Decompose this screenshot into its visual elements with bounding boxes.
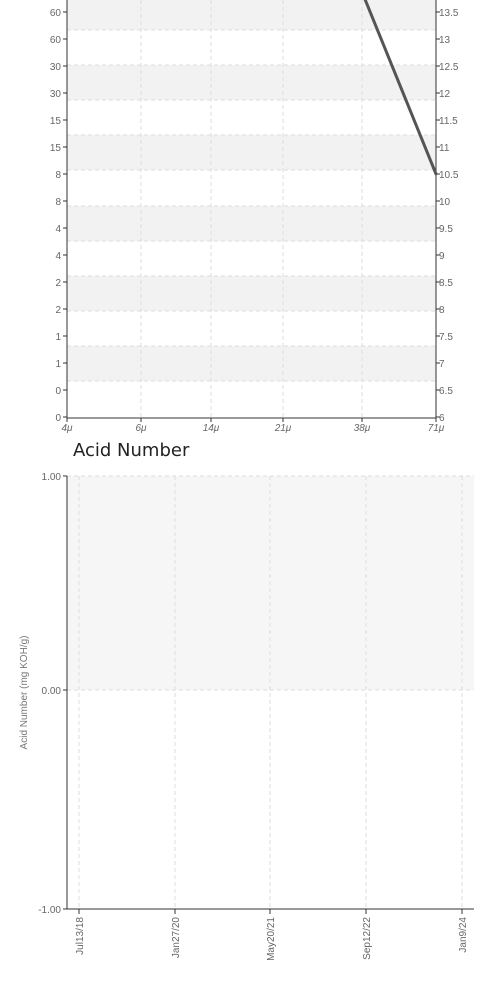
chart1-right-tick-label: 7.5 <box>439 332 453 343</box>
chart1-right-tick-label: 11 <box>439 143 450 154</box>
chart1-right-tick-label: 12.5 <box>439 62 459 73</box>
chart1-right-tick-label: 8.5 <box>439 278 453 289</box>
chart1-left-tick-label: 1 <box>55 359 61 370</box>
chart2-y-tick-label: 1.00 <box>42 472 62 483</box>
chart1-right-tick-label: 10.5 <box>439 170 459 181</box>
chart1-series-line <box>363 0 438 176</box>
chart1-right-tick-label: 7 <box>439 359 445 370</box>
chart1-left-tick-label: 30 <box>50 89 62 100</box>
chart2-y-tick-label: 0.00 <box>42 686 62 697</box>
chart1-left-tick-label: 15 <box>50 143 62 154</box>
chart1-band <box>67 206 436 241</box>
chart1-x-tick-label: 14μ <box>203 423 220 434</box>
acid-number-y-axis-title: Acid Number (mg KOH/g) <box>19 636 30 750</box>
chart1-right-tick-label: 10 <box>439 197 451 208</box>
chart2-x-tick-label: May20/21 <box>266 917 277 961</box>
chart1-left-tick-label: 0 <box>55 413 61 424</box>
chart1-series <box>363 0 438 176</box>
chart1-x-tick-label: 21μ <box>274 423 292 434</box>
chart2-x-tick-label: Sep12/22 <box>362 917 373 960</box>
chart1-x-tick-label: 6μ <box>135 423 147 434</box>
chart1-labels: 606030301515884422110013.51312.51211.511… <box>50 8 459 434</box>
chart1-band <box>67 276 436 311</box>
chart1-right-tick-label: 8 <box>439 305 445 316</box>
particle-count-chart: 606030301515884422110013.51312.51211.511… <box>50 0 459 434</box>
chart2-x-tick-label: Jan27/20 <box>171 917 182 959</box>
chart1-band <box>67 346 436 381</box>
chart1-x-tick-label: 38μ <box>354 423 371 434</box>
chart1-right-tick-label: 13.5 <box>439 8 459 19</box>
chart2-labels: 1.00 0.00 -1.00 Jul13/18 Jan27/20 May20/21 Sep… <box>38 472 469 961</box>
chart1-right-tick-label: 9 <box>439 251 445 262</box>
chart1-left-tick-label: 8 <box>55 170 61 181</box>
chart1-left-tick-label: 15 <box>50 116 62 127</box>
chart1-left-tick-label: 60 <box>50 8 62 19</box>
chart1-right-tick-label: 9.5 <box>439 224 453 235</box>
chart2-y-tick-label: -1.00 <box>38 905 61 916</box>
chart1-left-tick-label: 1 <box>55 332 61 343</box>
chart1-right-tick-label: 12 <box>439 89 451 100</box>
chart1-left-tick-label: 2 <box>55 305 61 316</box>
chart2-x-tick-label: Jul13/18 <box>75 917 86 955</box>
chart1-band <box>67 135 436 170</box>
chart2-axes <box>63 475 474 914</box>
chart1-grid <box>67 0 436 418</box>
chart1-left-tick-label: 8 <box>55 197 61 208</box>
chart1-axes <box>63 0 440 422</box>
chart1-x-tick-label: 71μ <box>428 423 445 434</box>
chart2-grid <box>67 475 474 909</box>
chart1-band <box>67 0 436 30</box>
chart1-bands <box>67 0 436 381</box>
acid-number-title: Acid Number <box>73 440 190 461</box>
acid-number-chart: Acid Number 1.00 0.00 -1.00 Jul13/18 Jan27/2… <box>19 440 474 961</box>
chart1-right-tick-label: 6 <box>439 413 445 424</box>
chart1-x-tick-label: 4μ <box>61 423 73 434</box>
chart1-left-tick-label: 2 <box>55 278 61 289</box>
chart1-right-tick-label: 6.5 <box>439 386 453 397</box>
chart1-left-tick-label: 60 <box>50 35 62 46</box>
chart1-left-tick-label: 0 <box>55 386 61 397</box>
chart1-left-tick-label: 4 <box>55 251 61 262</box>
chart1-left-tick-label: 4 <box>55 224 61 235</box>
chart1-right-tick-label: 11.5 <box>439 116 458 127</box>
chart1-band <box>67 65 436 100</box>
chart2-x-tick-label: Jan9/24 <box>458 917 469 953</box>
chart1-right-tick-label: 13 <box>439 35 451 46</box>
chart1-left-tick-label: 30 <box>50 62 62 73</box>
